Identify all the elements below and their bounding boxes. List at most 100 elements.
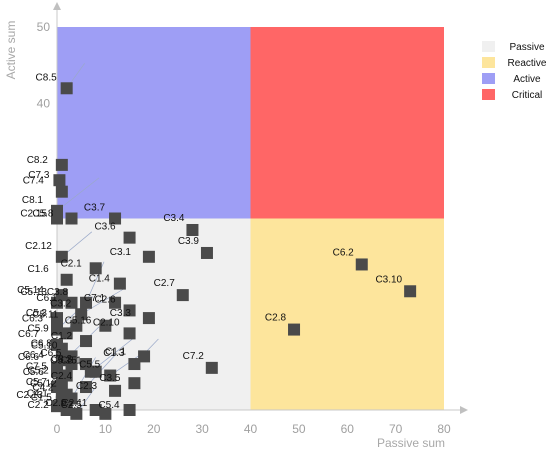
x-tick-label: 60 [341,422,355,436]
point-label-c7-4: C7.4 [23,176,45,187]
point-label-c5-2: C5.2 [28,366,50,377]
point-label-c6-4: C6.4 [23,350,45,361]
marker-c3-4 [186,223,199,236]
point-label-c2-8: C2.8 [265,313,287,324]
marker-c1-6 [60,273,73,286]
point-label-c3-1: C3.1 [110,247,132,258]
marker-c2-3 [109,384,122,397]
point-label-c5-10: C5.10 [31,340,58,351]
marker-c3-8 [80,296,93,309]
legend-label-active: Active [513,74,541,85]
point-label-c5-12: C5.12 [30,379,57,390]
legend-label-critical: Critical [512,90,543,101]
point-label-c3-9: C3.9 [178,236,200,247]
marker-c3-1 [142,250,155,263]
point-label-c6-5: C6.5 [40,348,62,359]
marker-c5-4 [123,404,136,416]
x-tick-label: 50 [292,422,306,436]
marker-c2-6 [123,304,136,317]
y-tick-label: 50 [37,20,51,34]
point-label-c6-2: C6.2 [333,247,355,258]
point-label-c2-2: C2.2 [28,400,50,411]
marker-c1-2 [80,335,93,348]
legend-swatch-passive [482,41,495,52]
point-label-c3-3: C3.3 [110,308,132,319]
point-label-c2-1: C2.1 [61,258,83,269]
marker-c2-1 [89,262,102,275]
point-label-c3-10: C3.10 [375,274,402,285]
legend-label-passive: Passive [509,42,544,53]
marker-c4-2 [65,392,78,405]
point-label-c6-3: C6.3 [22,314,44,325]
legend-swatch-active [482,73,495,84]
marker-c2-9 [70,407,83,420]
point-label-c7-2: C7.2 [183,351,205,362]
point-label-c5-16: C5.16 [65,316,92,327]
point-label-c2-6: C2.6 [94,294,116,305]
marker-c8-2 [55,158,68,171]
marker-c5-5 [104,369,117,382]
legend-label-reactive: Reactive [508,58,547,69]
point-label-c2-15: C2.15 [20,209,47,220]
point-label-c3-6: C3.6 [94,222,116,233]
point-label-c5-7: C5.7 [26,377,48,388]
marker-c2-4 [80,381,93,394]
point-label-c6-1: C6.1 [36,293,58,304]
marker-c2-15 [51,212,63,225]
point-label-c2-4: C2.4 [51,371,73,382]
point-label-c2-12: C2.12 [25,241,52,252]
point-label-c3-8: C3.8 [47,287,69,298]
x-tick-label: 40 [244,422,258,436]
point-label-c1-4: C1.4 [89,274,111,285]
point-label-c7-5: C7.5 [26,362,48,373]
y-axis-arrow [53,2,61,10]
point-label-c3-2: C3.2 [50,298,72,309]
x-axis-arrow [460,406,468,414]
marker-c7-5 [51,365,63,378]
x-tick-label: 30 [195,422,209,436]
point-label-c8-3: C8.3 [51,354,73,365]
marker-c3-7 [109,212,122,225]
point-label-c5-11: C5.11 [32,310,58,321]
marker-c2-10 [123,327,136,340]
marker-c6-3 [51,323,63,336]
point-label-c3-7: C3.7 [84,203,106,214]
marker-c7-2 [205,361,218,374]
marker-c5-16 [99,319,112,332]
quadrant-active [57,27,251,219]
y-tick-label: 40 [37,97,51,111]
quadrant-backgrounds [57,27,444,410]
marker-c2-13 [51,400,63,413]
x-tick-labels: 0 10 20 30 40 50 60 70 80 [54,422,451,436]
y-axis-title: Active sum [4,21,18,80]
marker-c1-3 [128,358,141,371]
point-label-c5-14: C5.14 [17,285,44,296]
point-label-c1-2: C1.2 [51,331,73,342]
point-label-c6-8: C6.8 [31,339,53,350]
point-label-c5-15: C5.15 [50,356,77,367]
point-label-c8-2: C8.2 [27,155,49,166]
point-label-c2-9: C2.9 [45,398,67,409]
marker-c5-3 [51,312,63,325]
legend-swatch-reactive [482,57,495,68]
point-label-c8-5: C8.5 [36,72,58,83]
x-tick-label: 70 [389,422,403,436]
marker-c5-8 [65,212,78,225]
marker-c5-13 [51,296,63,309]
x-tick-label: 10 [99,422,113,436]
leader-line [81,288,124,315]
marker-c7-3 [53,174,66,187]
marker-c2-2 [60,404,73,416]
point-label-c2-3: C2.3 [76,381,98,392]
marker-c2-5 [89,404,102,416]
point-label-c2-7: C2.7 [154,278,176,289]
marker-c7-1 [109,296,122,309]
point-label-c2-11: C2.11 [61,398,87,409]
point-label-c5-3: C5.3 [26,308,48,319]
point-label-c5-6: C5.6 [23,367,45,378]
point-label-c2-5: C2.5 [61,400,83,411]
marker-c7-4 [55,185,68,198]
marker-c1-4 [113,277,126,290]
legend-swatch-critical [482,89,495,100]
